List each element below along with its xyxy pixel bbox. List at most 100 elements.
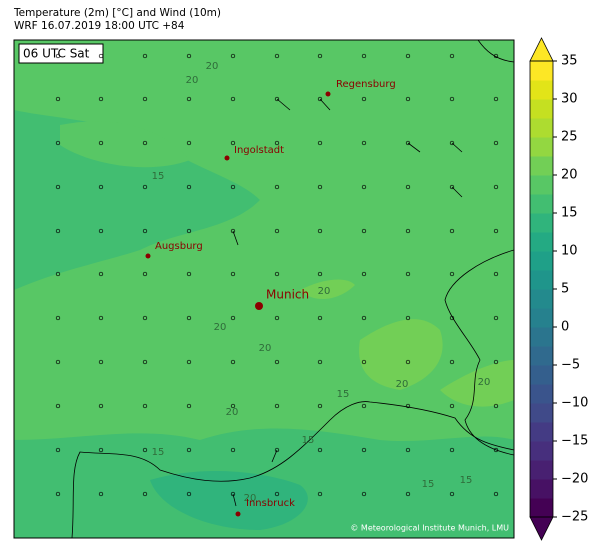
wind-station xyxy=(274,359,280,365)
wind-station xyxy=(186,447,192,453)
contour-label: 20 xyxy=(226,407,239,418)
wind-station xyxy=(493,447,499,453)
wind-station xyxy=(449,140,455,146)
wind-station xyxy=(405,228,411,234)
wind-station xyxy=(274,184,280,190)
colorbar-tick-label: 15 xyxy=(561,206,578,221)
wind-station xyxy=(186,140,192,146)
wind-station xyxy=(230,53,236,59)
contour-label: 15 xyxy=(152,171,165,182)
colorbar-band xyxy=(530,422,553,442)
wind-station xyxy=(98,491,104,497)
wind-station xyxy=(98,140,104,146)
wind-station xyxy=(142,53,148,59)
colorbar-tick-label: 0 xyxy=(561,320,569,335)
colorbar-band xyxy=(530,99,553,119)
wind-station xyxy=(230,271,236,277)
wind-station xyxy=(405,447,411,453)
wind-barb xyxy=(271,449,278,463)
wind-station xyxy=(142,491,148,497)
wind-station xyxy=(186,315,192,321)
wind-station xyxy=(142,359,148,365)
contour-label: 20 xyxy=(214,322,227,333)
mountain-region xyxy=(150,470,308,530)
region xyxy=(60,121,190,168)
wind-barb xyxy=(407,142,421,153)
wind-station xyxy=(449,228,455,234)
wind-station xyxy=(55,447,61,453)
wind-station xyxy=(230,359,236,365)
wind-station xyxy=(493,403,499,409)
wind-station xyxy=(274,140,280,146)
wind-station xyxy=(274,228,280,234)
colorbar-extend-bottom xyxy=(529,516,554,541)
city-label: Munich xyxy=(266,288,309,302)
wind-station xyxy=(449,491,455,497)
colorbar-band xyxy=(530,61,553,81)
wind-station xyxy=(98,96,104,102)
border xyxy=(71,401,515,539)
wind-station xyxy=(361,359,367,365)
wind-station xyxy=(142,228,148,234)
wind-station xyxy=(98,53,104,59)
wind-station xyxy=(317,96,323,102)
map-area: 06 UTC Sat © Meteorological Institute Mu… xyxy=(13,39,515,539)
wind-station xyxy=(317,184,323,190)
wind-station xyxy=(361,140,367,146)
wind-station xyxy=(405,271,411,277)
wind-station xyxy=(317,447,323,453)
wind-station xyxy=(449,403,455,409)
contour-label: 20 xyxy=(206,61,219,72)
wind-station xyxy=(230,184,236,190)
subtitle: WRF 16.07.2019 18:00 UTC +84 xyxy=(14,20,185,32)
city-marker xyxy=(224,155,230,161)
wind-station xyxy=(98,184,104,190)
colorbar-band xyxy=(530,156,553,176)
wind-station xyxy=(361,491,367,497)
wind-station xyxy=(493,140,499,146)
colorbar-band xyxy=(530,327,553,347)
wind-station xyxy=(230,96,236,102)
colorbar-band xyxy=(530,346,553,366)
wind-barb xyxy=(232,230,239,246)
wind-station xyxy=(274,491,280,497)
city-marker xyxy=(325,91,331,97)
wind-station xyxy=(186,403,192,409)
colorbar-tick-label: 35 xyxy=(561,54,578,69)
wind-station xyxy=(142,96,148,102)
wind-barb xyxy=(276,98,291,111)
colorbar-band xyxy=(530,365,553,385)
wind-station xyxy=(230,491,236,497)
wind-station xyxy=(493,315,499,321)
wind-station xyxy=(493,184,499,190)
wind-station xyxy=(98,315,104,321)
cool-region xyxy=(14,110,260,290)
city-marker xyxy=(145,253,151,259)
wind-station xyxy=(317,271,323,277)
colorbar-band xyxy=(530,251,553,271)
contour-label: 20 xyxy=(244,493,257,504)
wind-station xyxy=(449,447,455,453)
wind-station xyxy=(186,228,192,234)
wind-station xyxy=(98,228,104,234)
wind-station xyxy=(449,53,455,59)
wind-station xyxy=(405,315,411,321)
wind-station xyxy=(405,359,411,365)
wind-station xyxy=(361,53,367,59)
wind-station xyxy=(493,53,499,59)
city-label: Regensburg xyxy=(336,79,396,90)
wind-station xyxy=(405,140,411,146)
wind-station xyxy=(55,403,61,409)
warm-region xyxy=(359,319,443,390)
colorbar-band xyxy=(530,479,553,499)
wind-barb xyxy=(319,98,331,111)
time-label: 06 UTC Sat xyxy=(23,47,90,61)
contour-label: 15 xyxy=(152,447,165,458)
wind-station xyxy=(55,315,61,321)
warm-region xyxy=(440,360,514,407)
colorbar-band xyxy=(530,137,553,157)
colorbar-band xyxy=(530,441,553,461)
colorbar-extend-top xyxy=(529,37,554,62)
colorbar-band xyxy=(530,403,553,423)
